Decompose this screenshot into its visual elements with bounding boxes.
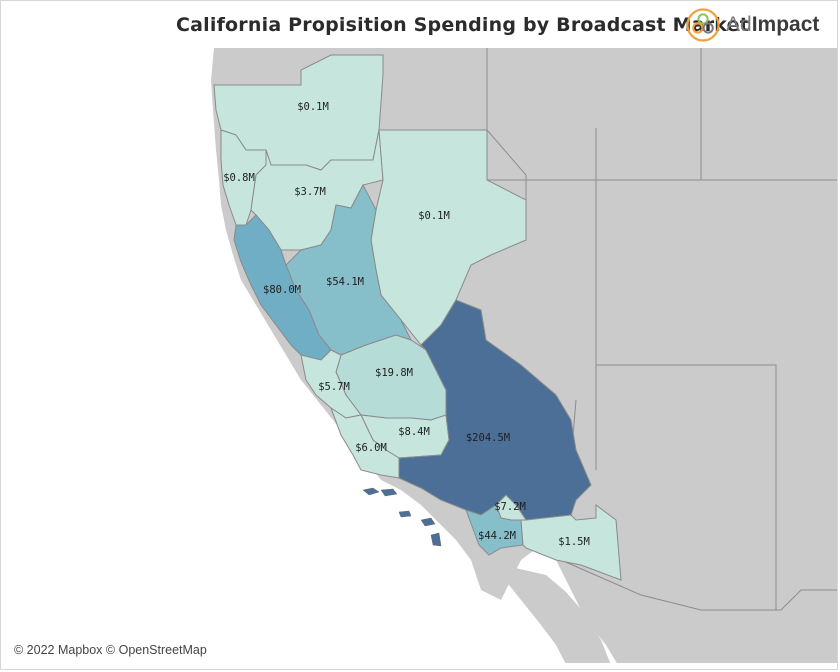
label-eureka: $0.8M — [223, 172, 255, 184]
logo-emphasis: Impact — [751, 13, 820, 36]
label-bakersfield: $8.4M — [398, 426, 430, 438]
label-palm-springs: $7.2M — [494, 501, 526, 513]
choropleth-map[interactable]: $0.1M $0.8M $3.7M $0.1M $54.1M $80.0M $1… — [1, 47, 837, 663]
channel-islands — [362, 487, 442, 547]
label-reno: $0.1M — [418, 210, 450, 222]
label-sacramento: $54.1M — [326, 276, 364, 288]
label-fresno: $19.8M — [375, 367, 413, 379]
logo-prefix: Ad — [726, 13, 752, 36]
label-san-francisco: $80.0M — [263, 284, 301, 296]
adimpact-logo-icon — [686, 8, 720, 42]
label-santa-barbara: $6.0M — [355, 442, 387, 454]
map-canvas[interactable]: $0.1M $0.8M $3.7M $0.1M $54.1M $80.0M $1… — [1, 47, 837, 663]
border-us-mexico — [560, 559, 837, 611]
island-5 — [430, 532, 442, 547]
map-attribution[interactable]: © 2022 Mapbox © OpenStreetMap — [14, 643, 207, 657]
label-san-diego: $44.2M — [478, 530, 516, 542]
map-title: California Propisition Spending by Broad… — [176, 14, 749, 36]
market-labels: $0.1M $0.8M $3.7M $0.1M $54.1M $80.0M $1… — [223, 101, 590, 548]
adimpact-logo[interactable]: AdImpact — [686, 8, 819, 42]
region-yuma[interactable] — [520, 504, 622, 581]
market-regions — [213, 54, 622, 581]
label-los-angeles: $204.5M — [466, 432, 510, 444]
label-medford: $0.1M — [297, 101, 329, 113]
logo-wordmark: AdImpact — [726, 13, 819, 37]
island-1 — [362, 487, 380, 496]
label-monterey: $5.7M — [318, 381, 350, 393]
border-utah-arizona — [596, 364, 777, 610]
label-chico: $3.7M — [294, 186, 326, 198]
basemap-borders — [486, 48, 837, 611]
label-yuma: $1.5M — [558, 536, 590, 548]
island-2 — [380, 488, 398, 497]
island-4 — [398, 510, 412, 518]
island-3 — [420, 517, 436, 527]
land-baja — [481, 560, 611, 663]
region-monterey[interactable] — [300, 349, 362, 419]
